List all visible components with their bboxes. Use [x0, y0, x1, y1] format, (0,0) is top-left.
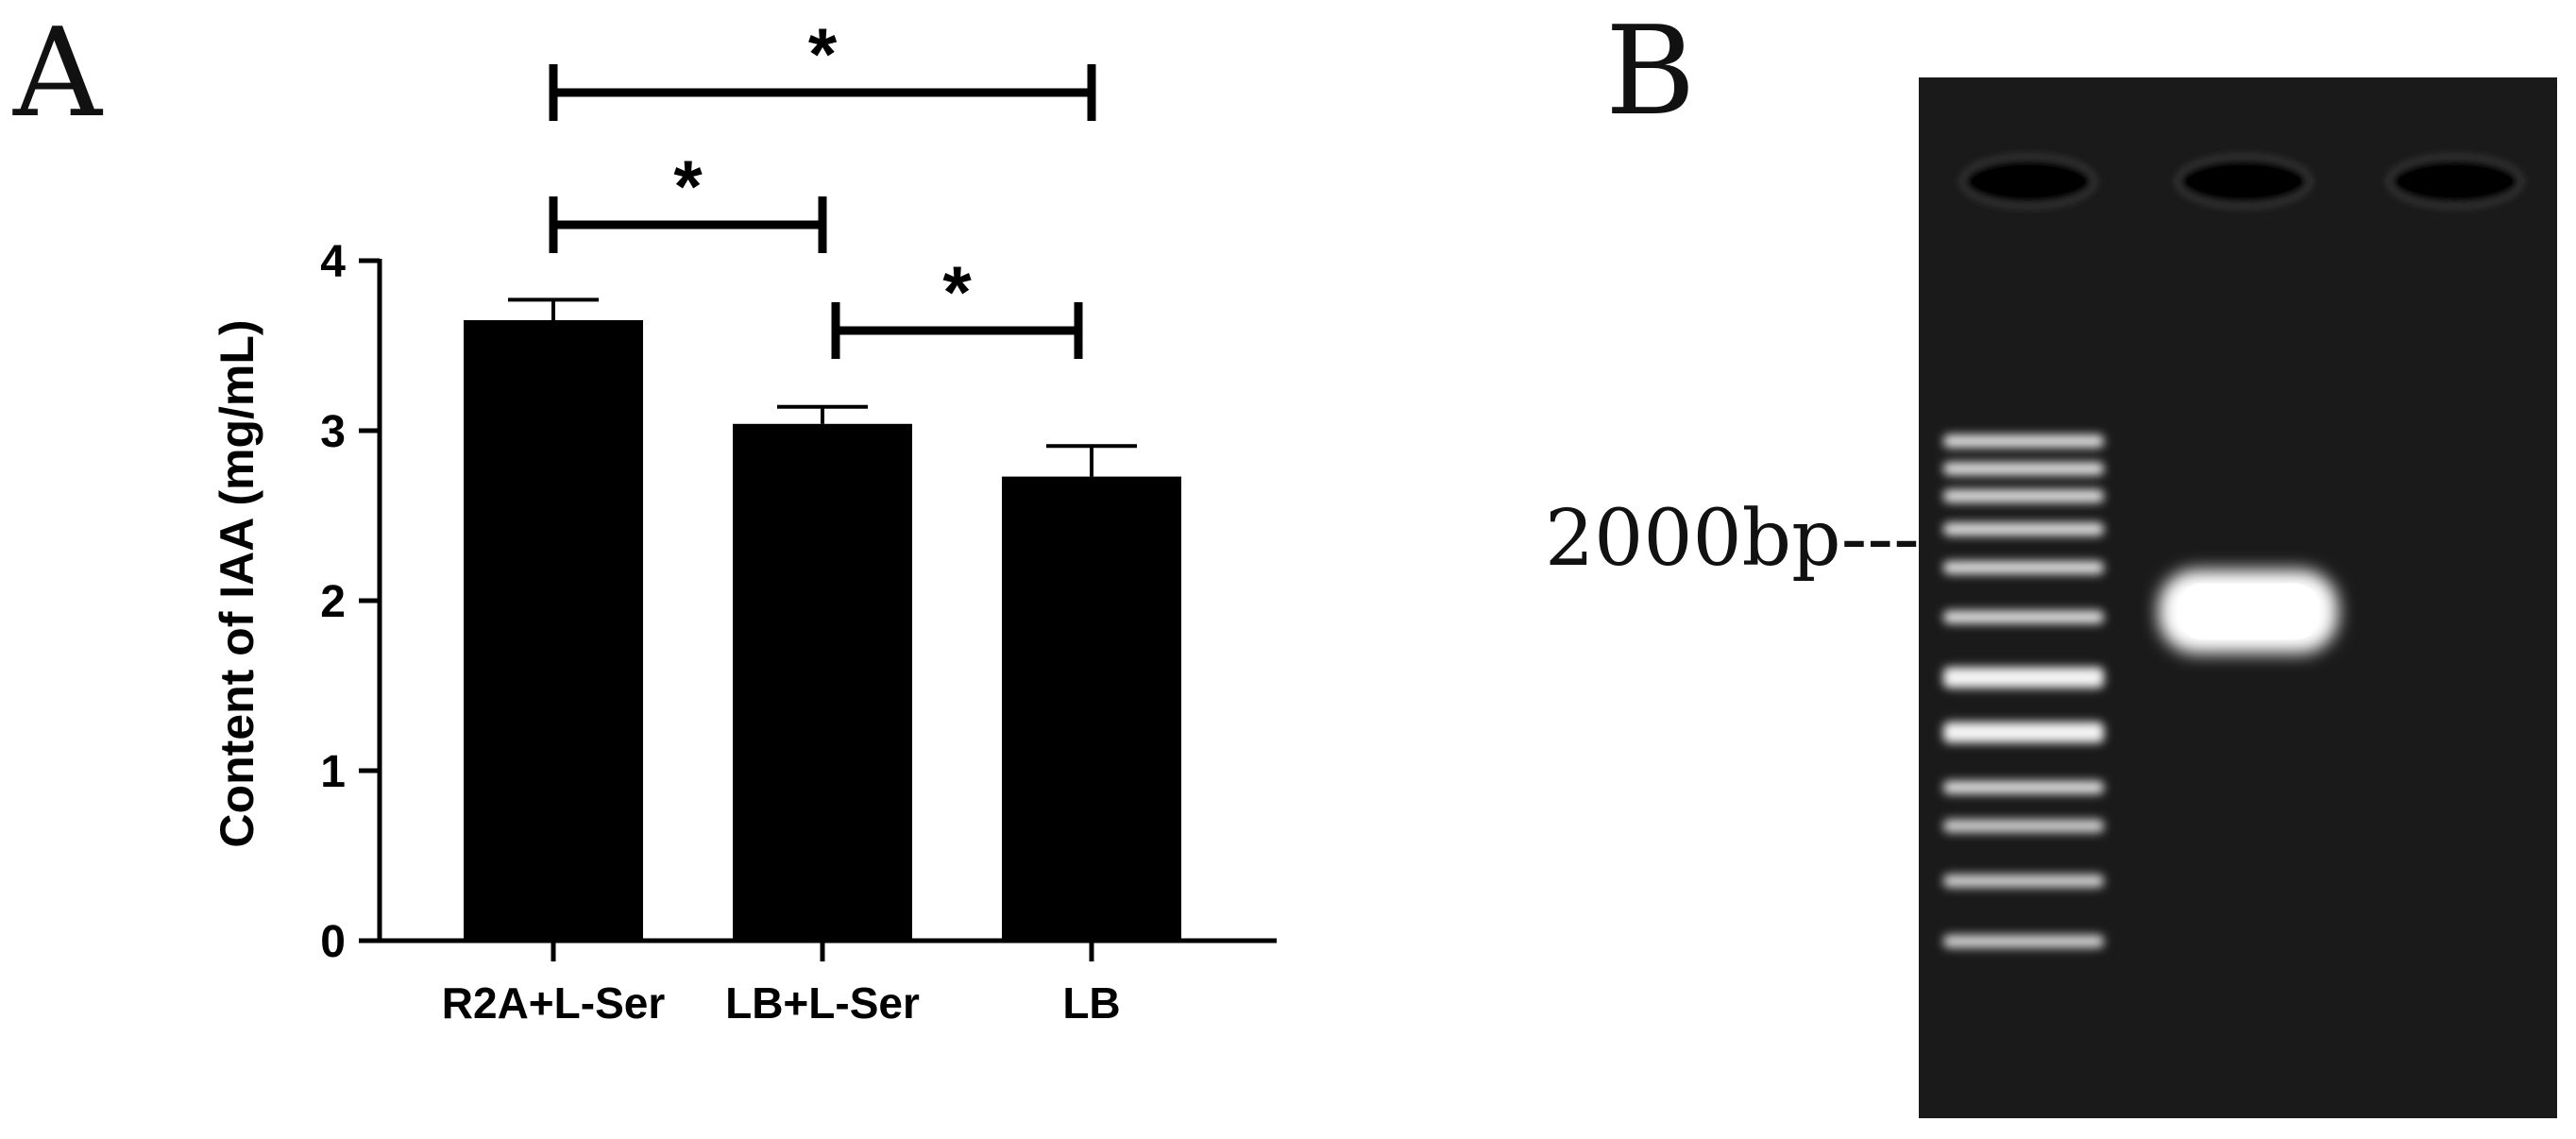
significance-label: * — [673, 144, 703, 228]
marker-band — [1943, 462, 2104, 476]
gel-image — [1919, 77, 2557, 1118]
sample-band-core — [2178, 583, 2319, 640]
sample-lane — [2159, 570, 2338, 654]
marker-band — [1943, 934, 2104, 948]
marker-band — [1943, 560, 2104, 574]
bar — [733, 423, 912, 941]
gel-well — [1959, 154, 2097, 209]
marker-band — [1943, 434, 2104, 449]
gel-wells — [1959, 154, 2524, 209]
significance-bracket: * — [549, 144, 827, 253]
significance-brackets: * * * — [549, 12, 1096, 359]
marker-band — [1943, 819, 2104, 833]
significance-label: * — [942, 250, 972, 333]
bar — [464, 320, 643, 941]
marker-size-label: 2000bp--- — [1545, 494, 1920, 584]
y-axis-label: Content of IAA (mg/mL) — [211, 319, 263, 847]
bar-chart: 0 1 2 3 4 R2A+L-Ser LB+L-Ser LB * * * Content of… — [211, 12, 1277, 1028]
bar — [1002, 476, 1181, 941]
y-tick-label: 2 — [320, 577, 346, 627]
bars — [464, 320, 1181, 941]
y-axis: 0 1 2 3 4 — [320, 237, 382, 967]
x-tick-label: LB+L-Ser — [725, 978, 920, 1028]
panel-letter-b: B — [1605, 0, 1696, 143]
y-tick-label: 4 — [320, 237, 346, 287]
y-tick-label: 0 — [320, 917, 346, 967]
marker-band — [1943, 780, 2104, 794]
gel-well — [2175, 154, 2313, 209]
marker-band — [1943, 722, 2104, 743]
y-tick-label: 1 — [320, 747, 346, 797]
significance-label: * — [808, 12, 838, 95]
y-tick-label: 3 — [320, 407, 346, 457]
marker-lane — [1943, 434, 2104, 948]
x-tick-label: R2A+L-Ser — [442, 978, 666, 1028]
gel-well — [2386, 154, 2524, 209]
panel-letter-a: A — [12, 1, 104, 144]
significance-bracket: * — [831, 250, 1083, 359]
marker-band — [1943, 489, 2104, 503]
marker-band — [1943, 874, 2104, 888]
x-axis: R2A+L-Ser LB+L-Ser LB — [378, 938, 1277, 1028]
error-bars — [508, 298, 1137, 477]
marker-band — [1943, 610, 2104, 624]
x-tick-label: LB — [1062, 978, 1120, 1028]
marker-band — [1943, 522, 2104, 536]
marker-band — [1943, 667, 2104, 688]
significance-bracket: * — [549, 12, 1096, 121]
